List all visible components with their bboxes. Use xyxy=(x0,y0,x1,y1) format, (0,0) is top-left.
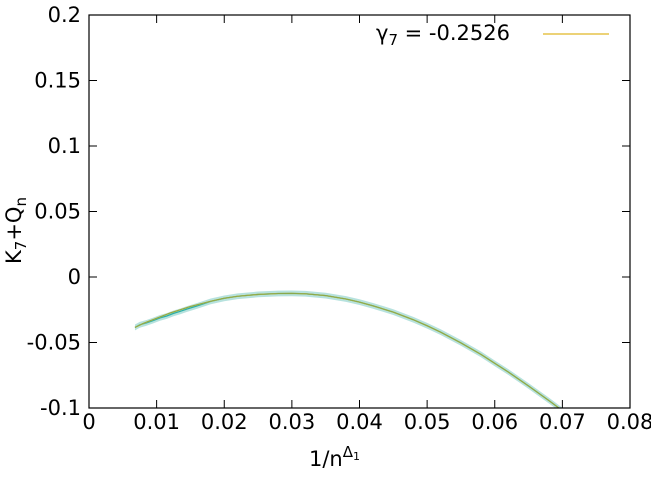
y-tick-label: 0 xyxy=(68,265,81,289)
x-axis-title-sup: Δ xyxy=(343,443,354,461)
y-tick-label: -0.05 xyxy=(27,331,81,355)
legend-label: γ7 = -0.2526 xyxy=(376,21,510,49)
y-tick-label: 0.15 xyxy=(34,69,81,93)
x-tick-label: 0 xyxy=(82,410,95,434)
legend: γ7 = -0.2526 xyxy=(376,21,609,49)
x-tick-label: 0.04 xyxy=(336,410,383,434)
y-axis-title-q: Q xyxy=(2,207,26,224)
x-tick-label: 0.07 xyxy=(539,410,586,434)
y-axis-title-k-sub: 7 xyxy=(12,241,30,251)
legend-value: = -0.2526 xyxy=(398,21,510,45)
plot-frame xyxy=(88,14,631,409)
y-axis-title-q-sub: n xyxy=(12,197,30,207)
x-tick-labels: 0 0.01 0.02 0.03 0.04 0.05 0.06 0.07 0.08 xyxy=(82,410,651,434)
y-axis-title: K7+Qn xyxy=(2,197,30,264)
y-tick-label: -0.1 xyxy=(40,396,81,420)
x-tick-label: 0.03 xyxy=(268,410,315,434)
x-tick-label: 0.08 xyxy=(607,410,651,434)
y-tick-label: 0.1 xyxy=(48,134,81,158)
y-tick-label: 0.05 xyxy=(34,200,81,224)
y-axis-title-k: K xyxy=(2,249,26,264)
x-axis-title-base: 1/n xyxy=(309,447,343,471)
x-tick-label: 0.01 xyxy=(133,410,180,434)
y-tick-labels: -0.1 -0.05 0 0.05 0.1 0.15 0.2 xyxy=(27,3,81,420)
y-tick-label: 0.2 xyxy=(48,3,81,27)
x-tick-label: 0.02 xyxy=(201,410,248,434)
legend-gamma-sub: 7 xyxy=(388,31,398,49)
legend-gamma: γ xyxy=(376,21,388,45)
overlap-line xyxy=(134,292,560,408)
x-tick-label: 0.05 xyxy=(404,410,451,434)
x-axis-title: 1/nΔ1 xyxy=(309,443,360,471)
plot-area xyxy=(89,15,630,408)
x-axis-title-sup-sub: 1 xyxy=(353,450,360,463)
x-tick-label: 0.06 xyxy=(471,410,518,434)
y-axis-title-plus: + xyxy=(2,223,26,241)
